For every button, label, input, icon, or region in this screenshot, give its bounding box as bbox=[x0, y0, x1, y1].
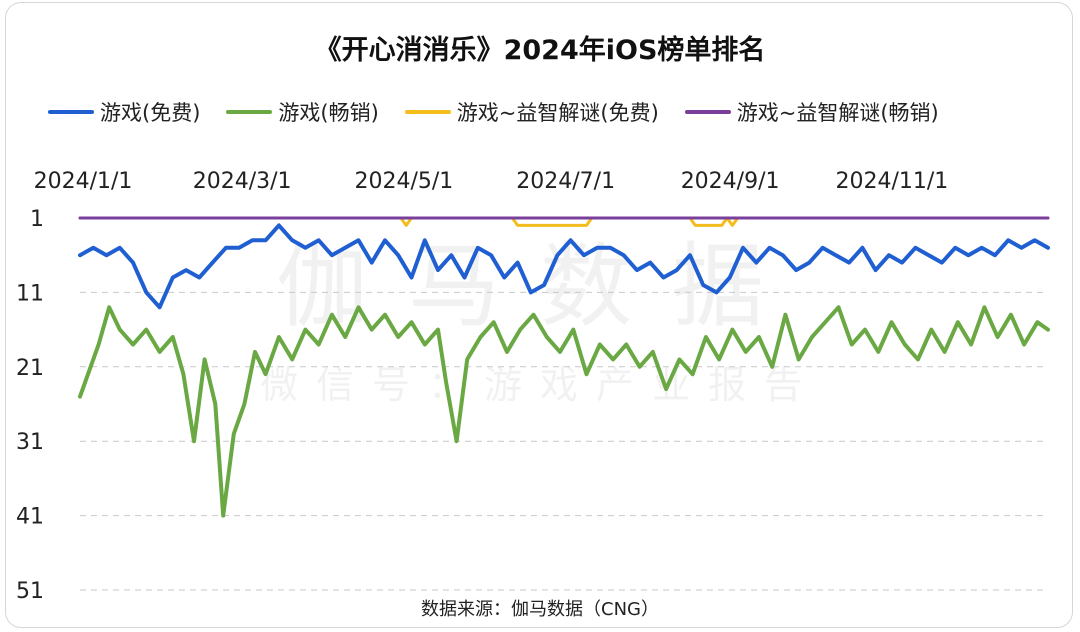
legend-item: 游戏(畅销) bbox=[226, 97, 379, 127]
legend-label: 游戏~益智解谜(免费) bbox=[456, 101, 659, 125]
y-tick-label: 11 bbox=[16, 281, 44, 306]
series-line-1 bbox=[78, 305, 1050, 518]
y-tick-label: 41 bbox=[16, 505, 44, 530]
chart-legend: 游戏(免费) 游戏(畅销) 游戏~益智解谜(免费) 游戏~益智解谜(畅销) bbox=[48, 97, 939, 127]
watermark-main: 伽马数据 bbox=[276, 233, 804, 340]
legend-item: 游戏~益智解谜(免费) bbox=[404, 97, 659, 127]
legend-item: 游戏(免费) bbox=[48, 97, 200, 127]
data-source-note: 数据来源：伽马数据（CNG） bbox=[421, 599, 659, 620]
legend-label: 游戏(畅销) bbox=[278, 101, 379, 125]
y-tick-label: 31 bbox=[16, 430, 44, 455]
x-tick-label: 2024/3/1 bbox=[193, 169, 292, 194]
legend-label: 游戏~益智解谜(畅销) bbox=[736, 101, 939, 125]
legend-swatch bbox=[48, 110, 94, 114]
y-tick-label: 1 bbox=[30, 207, 44, 232]
series-line-0 bbox=[78, 223, 1050, 310]
legend-label: 游戏(免费) bbox=[100, 101, 201, 125]
y-tick-label: 21 bbox=[16, 356, 44, 381]
chart-title: 《开心消消乐》2024年iOS榜单排名 bbox=[314, 35, 766, 66]
chart-frame bbox=[5, 2, 1073, 628]
x-tick-label: 2024/11/1 bbox=[835, 169, 948, 194]
watermark-sub: 微信号：游戏产业报告 bbox=[260, 363, 820, 407]
x-tick-label: 2024/1/1 bbox=[34, 169, 133, 194]
x-tick-label: 2024/9/1 bbox=[681, 169, 780, 194]
legend-item: 游戏~益智解谜(畅销) bbox=[684, 97, 939, 127]
x-tick-label: 2024/7/1 bbox=[516, 169, 615, 194]
legend-swatch bbox=[404, 110, 451, 114]
legend-swatch bbox=[226, 110, 273, 114]
x-tick-label: 2024/5/1 bbox=[354, 169, 453, 194]
legend-swatch bbox=[684, 110, 731, 114]
y-tick-label: 51 bbox=[16, 579, 44, 604]
